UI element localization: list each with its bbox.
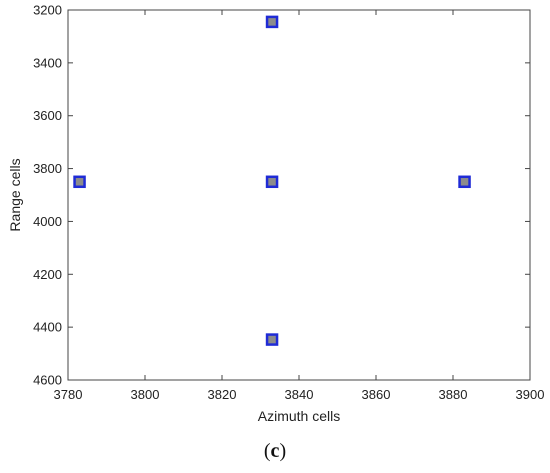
x-tick-label: 3780 [54,387,83,402]
panel-label: (c) [263,440,287,462]
y-axis-label: Range cells [7,158,23,231]
data-point [265,175,279,189]
x-tick-label: 3880 [439,387,468,402]
x-tick-label: 3800 [131,387,160,402]
plot-area [67,9,531,381]
x-tick-label: 3820 [208,387,237,402]
data-points [73,15,471,346]
y-tick-label: 3600 [33,108,62,123]
y-tick-label: 4400 [33,320,62,335]
x-tick-label: 3840 [285,387,314,402]
x-tick-label: 3860 [362,387,391,402]
x-axis-label: Azimuth cells [258,408,340,424]
y-tick-label: 4000 [33,214,62,229]
y-tick-label: 4600 [33,373,62,388]
x-tick-label: 3900 [516,387,545,402]
y-axis: 3200 3400 3600 3800 4000 4200 4400 4600 [33,3,530,388]
y-tick-label: 4200 [33,267,62,282]
y-tick-label: 3800 [33,161,62,176]
data-point [265,15,279,29]
y-tick-label: 3400 [33,55,62,70]
data-point [458,175,471,189]
x-axis: 3780 3800 3820 3840 3860 3880 3900 [54,10,545,402]
data-point [265,333,279,346]
data-point [73,175,86,189]
y-tick-label: 3200 [33,3,62,18]
